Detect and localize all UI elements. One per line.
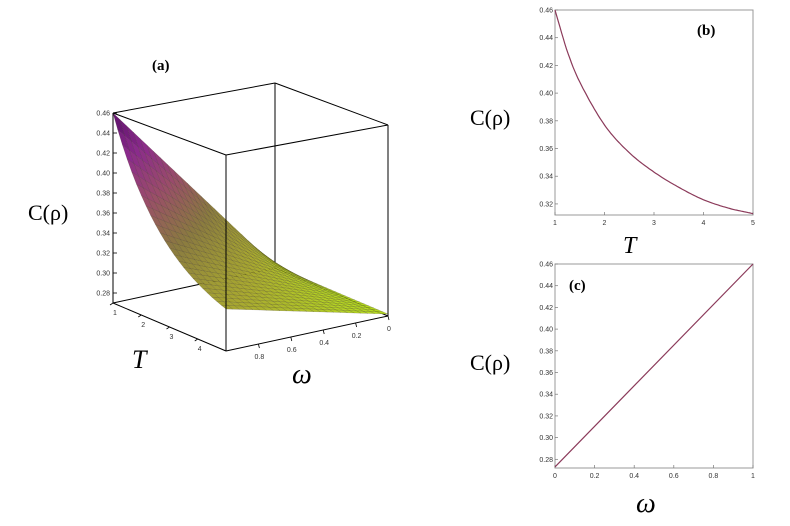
y-tick-label: 0.36 bbox=[539, 370, 553, 377]
t-tick-mark bbox=[109, 302, 114, 306]
y-tick-label: 0.30 bbox=[539, 435, 553, 442]
y-tick-label: 0.44 bbox=[539, 35, 553, 42]
y-tick-label: 0.34 bbox=[539, 392, 553, 399]
y-tick-label: 0.38 bbox=[539, 348, 553, 355]
panel-a-ylabel: ω bbox=[292, 359, 312, 390]
panel-a-zlabel: C(ρ) bbox=[28, 200, 68, 225]
panel-b-xlabel: T bbox=[623, 233, 638, 259]
t-tick-label: 3 bbox=[170, 334, 174, 341]
x-tick-label: 0.4 bbox=[629, 473, 639, 480]
panel-a-surface-plot: 0.460.440.420.400.380.360.340.320.300.28… bbox=[28, 58, 391, 390]
panel-a-z-ticks: 0.46 0.44 0.42 0.40 0.38 0.36 0.34 0.32 0.30 0.28 bbox=[96, 111, 117, 298]
x-tick-label: 1 bbox=[553, 220, 557, 227]
x-tick-label: 3 bbox=[652, 220, 656, 227]
panel-c-label: (c) bbox=[569, 278, 586, 294]
panel-b-frame bbox=[554, 9, 754, 216]
omega-tick-label: 0.6 bbox=[287, 347, 297, 354]
omega-tick-label: 0.8 bbox=[255, 354, 265, 361]
x-tick-label: 0.8 bbox=[709, 473, 719, 480]
panel-c-ticks: 0.460.440.420.400.380.360.340.320.300.28… bbox=[539, 262, 755, 481]
y-tick-label: 0.36 bbox=[539, 146, 553, 153]
omega-tick-mark bbox=[258, 343, 260, 349]
omega-tick-mark bbox=[355, 322, 357, 328]
omega-tick-mark bbox=[322, 329, 325, 335]
panel-c-xlabel: ω bbox=[636, 488, 656, 519]
z-tick-label: 0.38 bbox=[96, 191, 110, 198]
y-tick-label: 0.32 bbox=[539, 201, 553, 208]
y-tick-label: 0.44 bbox=[539, 283, 553, 290]
panel-a-xlabel: T bbox=[132, 345, 148, 374]
panel-b-ticks: 0.46 0.44 0.42 0.40 0.38 0.36 0.34 0.32 1 2 3 4 5 bbox=[539, 8, 755, 228]
x-tick-label: 0 bbox=[553, 473, 557, 480]
x-tick-label: 4 bbox=[702, 220, 706, 227]
z-tick-label: 0.44 bbox=[96, 131, 110, 138]
x-tick-label: 0.6 bbox=[669, 473, 679, 480]
panel-a-box-front bbox=[112, 112, 389, 352]
panel-b-line-plot: 0.46 0.44 0.42 0.40 0.38 0.36 0.34 0.32 1 2 3 4 5 (b… bbox=[470, 8, 755, 260]
t-tick-mark bbox=[166, 326, 170, 330]
panel-b-series-line bbox=[554, 9, 754, 215]
panel-c-series-line bbox=[554, 263, 754, 468]
t-tick-mark bbox=[194, 338, 198, 342]
z-tick-label: 0.40 bbox=[96, 171, 110, 178]
z-tick-label: 0.36 bbox=[96, 211, 110, 218]
x-tick-label: 5 bbox=[751, 220, 755, 227]
y-tick-label: 0.28 bbox=[539, 457, 553, 464]
y-tick-label: 0.34 bbox=[539, 174, 553, 181]
omega-tick-mark bbox=[290, 336, 293, 342]
t-tick-label: 2 bbox=[141, 322, 145, 329]
omega-tick-label: 0.2 bbox=[352, 333, 362, 340]
y-tick-label: 0.46 bbox=[539, 8, 553, 15]
x-tick-label: 0.2 bbox=[590, 473, 600, 480]
x-tick-label: 1 bbox=[751, 473, 755, 480]
omega-tick-mark bbox=[387, 315, 390, 321]
x-tick-label: 2 bbox=[603, 220, 607, 227]
z-tick-label: 0.42 bbox=[96, 151, 110, 158]
panel-a-omega-ticks: 0.8 0.6 0.4 0.2 0 bbox=[255, 315, 391, 361]
z-tick-label: 0.28 bbox=[96, 291, 110, 298]
y-tick-label: 0.42 bbox=[539, 63, 553, 70]
t-tick-label: 1 bbox=[113, 310, 117, 317]
panel-c-ylabel: C(ρ) bbox=[470, 350, 510, 375]
t-tick-mark bbox=[138, 314, 142, 318]
z-tick-label: 0.46 bbox=[96, 111, 110, 118]
y-tick-label: 0.32 bbox=[539, 413, 553, 420]
z-tick-label: 0.34 bbox=[96, 231, 110, 238]
z-tick-label: 0.32 bbox=[96, 251, 110, 258]
y-tick-label: 0.46 bbox=[539, 262, 553, 269]
z-tick-label: 0.30 bbox=[96, 271, 110, 278]
t-tick-label: 4 bbox=[198, 346, 202, 353]
y-tick-label: 0.42 bbox=[539, 305, 553, 312]
y-tick-label: 0.38 bbox=[539, 118, 553, 125]
panel-a-label: (a) bbox=[152, 58, 170, 74]
panel-c-line-plot: 0.460.440.420.400.380.360.340.320.300.28… bbox=[470, 262, 755, 520]
y-tick-label: 0.40 bbox=[539, 327, 553, 334]
panel-b-label: (b) bbox=[697, 23, 715, 39]
y-tick-label: 0.40 bbox=[539, 91, 553, 98]
omega-tick-label: 0.4 bbox=[319, 340, 329, 347]
panel-b-ylabel: C(ρ) bbox=[470, 105, 510, 130]
panel-a-t-ticks: 1 2 3 4 bbox=[109, 302, 202, 353]
omega-tick-label: 0 bbox=[387, 326, 391, 333]
panel-a-surface bbox=[112, 112, 389, 315]
